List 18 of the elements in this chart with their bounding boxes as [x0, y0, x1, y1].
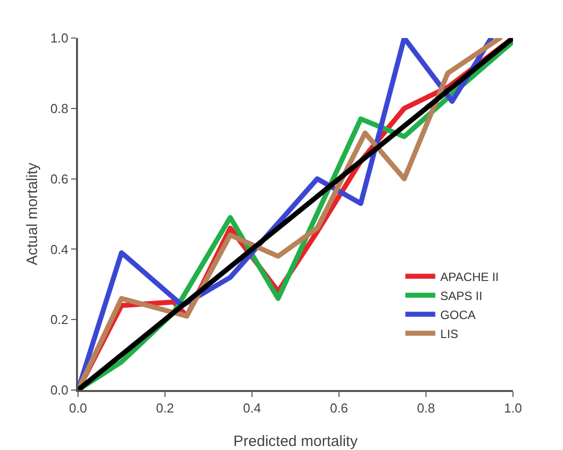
y-tick-label: 1.0 [50, 30, 68, 46]
y-tick-label: 0.0 [50, 382, 68, 398]
y-tick-label: 0.2 [50, 312, 68, 328]
legend-label: LIS [440, 326, 458, 341]
legend-label: GOCA [440, 308, 476, 322]
x-tick-label: 0.6 [330, 400, 348, 416]
x-tick-label: 1.0 [504, 400, 522, 416]
x-axis-title: Predicted mortality [233, 433, 358, 450]
x-tick-label: 0.2 [156, 400, 174, 416]
y-tick-label: 0.8 [50, 100, 68, 116]
x-tick-label: 0.4 [242, 400, 262, 416]
y-tick-label: 0.6 [50, 171, 68, 186]
x-tick-label: 0.8 [416, 400, 436, 416]
y-tick-label: 0.4 [50, 242, 68, 257]
x-tick-label: 0.0 [68, 400, 88, 416]
legend-label: SAPS II [440, 288, 482, 303]
y-axis-title: Actual mortality [24, 162, 41, 266]
legend-label: APACHE II [440, 270, 499, 284]
